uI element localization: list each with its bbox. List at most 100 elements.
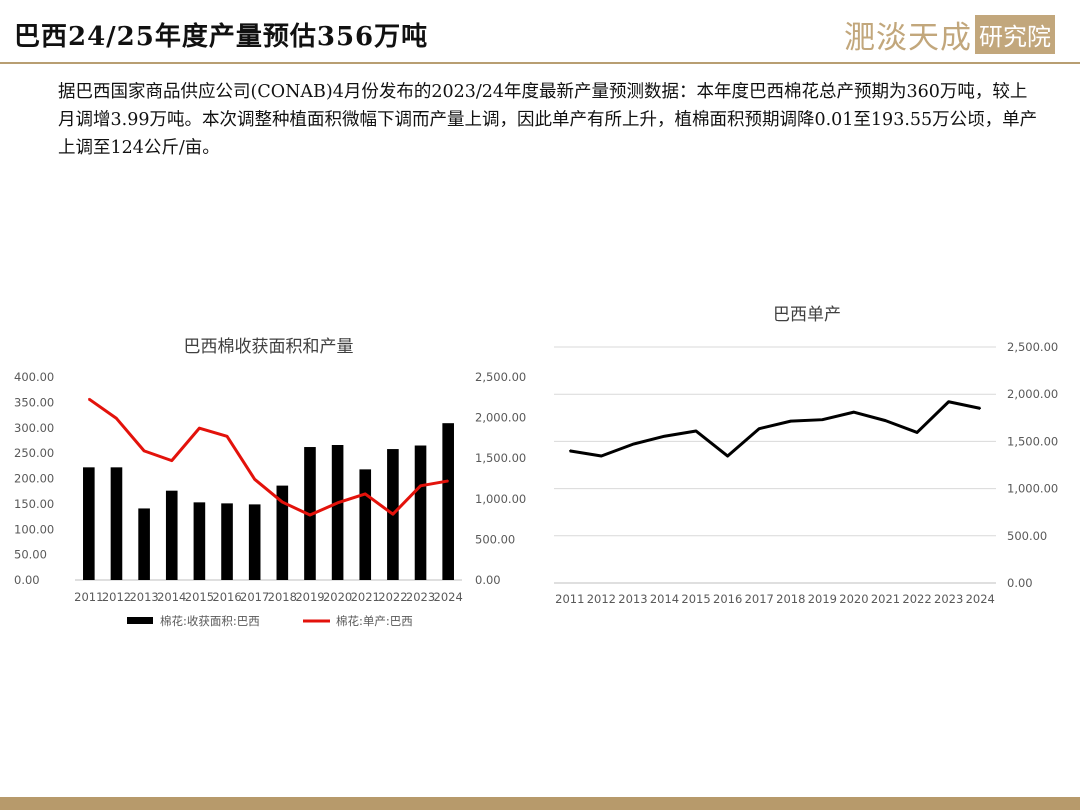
yield-point	[253, 478, 256, 481]
x-tick-label: 2018	[776, 592, 805, 606]
bar	[359, 469, 372, 580]
logo-text: 淝淡天成	[844, 19, 972, 56]
yield-series-line	[569, 400, 981, 458]
bar	[138, 508, 150, 580]
x-tick-label: 2017	[240, 590, 269, 604]
x-tick-label: 2023	[934, 592, 963, 606]
bar	[248, 504, 261, 580]
right-axis-tick-label: 1,500.00	[1007, 434, 1058, 448]
yield-point	[821, 418, 824, 421]
right-axis-tick-label: 2,000.00	[1007, 387, 1058, 401]
page-header: 巴西24/25年度产量预估356万吨 淝淡天成 研究院	[0, 0, 1080, 62]
yield-point	[226, 435, 228, 438]
bar	[276, 485, 289, 580]
yield-point	[170, 459, 173, 462]
x-tick-label: 2022	[378, 590, 407, 604]
right-axis-tick-label: 0.00	[475, 573, 501, 587]
x-tick-label: 2016	[713, 592, 742, 606]
yield-point	[88, 398, 90, 400]
bar	[442, 423, 454, 580]
yield-point	[726, 455, 729, 457]
left-axis-tick-label: 300.00	[14, 421, 54, 435]
x-tick-label: 2024	[966, 592, 995, 606]
right-axis-tick-label: 1,500.00	[475, 451, 526, 465]
area-yield-chart: 巴西棉收获面积和产量 0.00 50.00 100.00 150.00 200.00 250…	[14, 337, 526, 628]
right-axis-tick-label: 500.00	[1007, 529, 1047, 543]
yield-point	[115, 417, 118, 420]
x-tick-label: 2020	[839, 592, 868, 606]
x-tick-label: 2016	[212, 590, 241, 604]
x-tick-label: 2013	[618, 592, 647, 606]
x-tick-label: 2013	[129, 590, 158, 604]
right-axis-tick-label: 500.00	[475, 532, 515, 546]
x-tick-label: 2022	[902, 592, 931, 606]
bar	[83, 467, 95, 580]
yield-point	[853, 411, 855, 413]
left-axis-tick-label: 100.00	[14, 522, 54, 536]
x-tick-label: 2017	[745, 592, 774, 606]
yield-point	[143, 450, 145, 452]
header-divider	[0, 62, 1080, 64]
bar	[193, 502, 206, 580]
x-tick-label: 2019	[808, 592, 837, 606]
yield-point	[758, 427, 761, 430]
x-tick-label: 2014	[650, 592, 679, 606]
x-tick-label: 2015	[185, 590, 214, 604]
legend-swatch-bar	[127, 617, 153, 624]
legend-label-yield: 棉花:单产:巴西	[336, 614, 413, 628]
left-axis-tick-label: 350.00	[14, 395, 54, 409]
yield-point	[916, 431, 918, 434]
chart-title: 巴西单产	[773, 305, 841, 325]
yield-point	[198, 427, 201, 429]
x-tick-label: 2019	[295, 590, 324, 604]
left-axis-tick-label: 250.00	[14, 446, 54, 460]
bar	[331, 445, 344, 580]
yield-point	[695, 430, 697, 432]
yield-point	[947, 400, 950, 403]
x-tick-label: 2024	[434, 590, 463, 604]
yield-point	[600, 455, 603, 457]
x-tick-label: 2021	[351, 590, 380, 604]
left-axis-tick-label: 400.00	[14, 370, 54, 384]
x-tick-label: 2021	[871, 592, 900, 606]
x-tick-label: 2012	[102, 590, 131, 604]
bar	[165, 490, 178, 580]
yield-point	[447, 480, 449, 482]
brand-logo: 淝淡天成 研究院	[844, 12, 1056, 56]
right-axis-tick-label: 1,000.00	[475, 492, 526, 506]
chart-title: 巴西棉收获面积和产量	[184, 337, 354, 357]
yield-point	[281, 501, 284, 503]
left-axis-tick-label: 0.00	[14, 573, 40, 587]
yield-point	[663, 435, 666, 438]
x-tick-label: 2011	[74, 590, 103, 604]
x-tick-label: 2015	[681, 592, 710, 606]
left-axis-tick-label: 150.00	[14, 497, 54, 511]
x-tick-label: 2011	[555, 592, 584, 606]
yield-line-chart: 巴西单产 0.00 500.00 1,000.00 1,500.00 2,000.00 2,…	[554, 305, 1058, 606]
right-axis-tick-label: 2,500.00	[475, 370, 526, 384]
right-axis-tick-label: 0.00	[1007, 576, 1033, 590]
yield-point	[979, 407, 982, 410]
x-tick-label: 2018	[268, 590, 297, 604]
page-title: 巴西24/25年度产量预估356万吨	[14, 22, 429, 52]
x-tick-label: 2014	[157, 590, 186, 604]
yield-point	[419, 485, 422, 487]
summary-paragraph: 据巴西国家商品供应公司(CONAB)4月份发布的2023/24年度最新产量预测数…	[58, 82, 1038, 158]
x-tick-label: 2023	[406, 590, 435, 604]
yield-point	[568, 450, 571, 452]
right-axis-tick-label: 1,000.00	[1007, 482, 1058, 496]
yield-point	[336, 502, 339, 504]
yield-point	[884, 419, 887, 422]
yield-point	[632, 443, 634, 446]
right-axis-tick-label: 2,000.00	[475, 411, 526, 425]
bar	[110, 467, 123, 580]
x-tick-label: 2020	[323, 590, 352, 604]
left-axis-tick-label: 50.00	[14, 548, 47, 562]
yield-point	[309, 514, 311, 516]
legend-label-area: 棉花:收获面积:巴西	[160, 614, 260, 628]
left-axis-tick-label: 200.00	[14, 472, 54, 486]
bar	[414, 445, 427, 580]
yield-point	[364, 493, 367, 495]
logo-box: 研究院	[975, 14, 1055, 54]
yield-point	[789, 420, 792, 422]
